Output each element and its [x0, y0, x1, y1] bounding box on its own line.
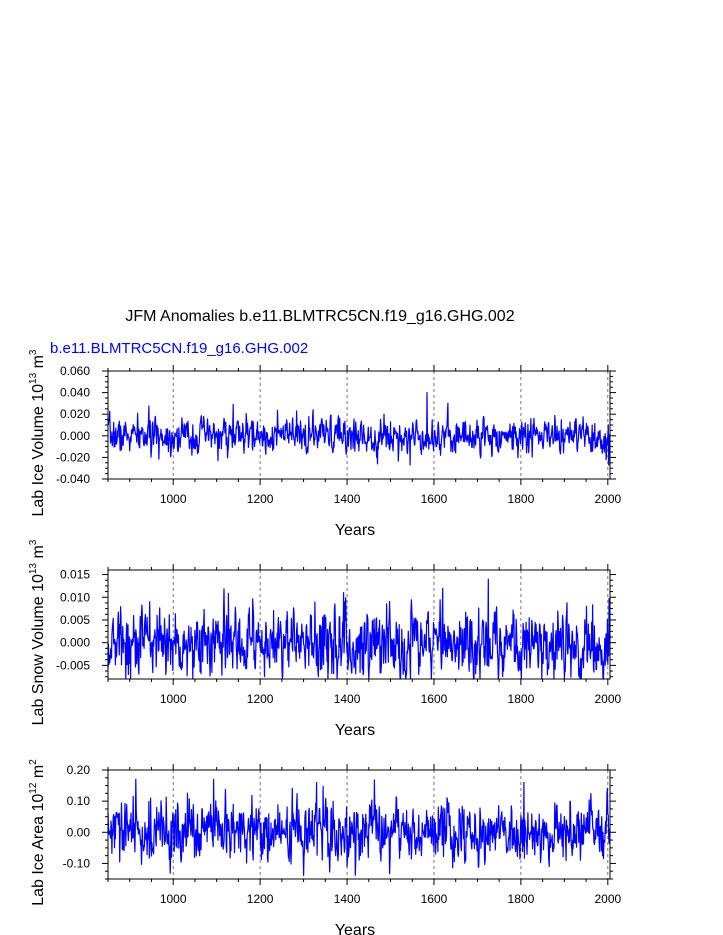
- y-tick-label: 0.010: [60, 590, 90, 604]
- y-tick-label: 0.000: [60, 429, 90, 443]
- y-tick-label: -0.020: [56, 450, 90, 464]
- x-tick-label: 1800: [508, 892, 535, 906]
- x-tick-label: 1400: [334, 492, 361, 506]
- x-tick-label: 1000: [160, 692, 187, 706]
- x-tick-label: 1200: [247, 892, 274, 906]
- x-axis-label: Years: [335, 522, 375, 539]
- y-tick-label: 0.000: [60, 636, 90, 650]
- y-tick-label: 0.005: [60, 613, 90, 627]
- y-axis-label: Lab Snow Volume 1013 m3: [28, 539, 47, 725]
- y-tick-label: 0.020: [60, 407, 90, 421]
- x-axis-label: Years: [335, 722, 375, 739]
- y-axis-label: Lab Ice Area 1012 m2: [28, 759, 47, 906]
- y-tick-label: 0.040: [60, 386, 90, 400]
- x-tick-label: 1400: [334, 892, 361, 906]
- x-axis-label: Years: [335, 922, 375, 935]
- x-tick-label: 1600: [421, 892, 448, 906]
- y-tick-label: 0.015: [60, 568, 90, 582]
- series-line: [107, 778, 611, 877]
- y-tick-label: 0.00: [67, 825, 91, 839]
- x-tick-label: 1600: [421, 492, 448, 506]
- figure-title: JFM Anomalies b.e11.BLMTRC5CN.f19_g16.GH…: [125, 308, 514, 325]
- y-tick-label: 0.10: [67, 794, 91, 808]
- y-tick-label: -0.005: [56, 658, 90, 672]
- x-tick-label: 2000: [594, 692, 621, 706]
- x-tick-label: 1200: [247, 492, 274, 506]
- x-tick-label: 1200: [247, 692, 274, 706]
- chart-panel-2: 1000 1200 1400 1600 1800 2000 -0.005 0.000 0.005…: [28, 539, 621, 739]
- series-line: [107, 392, 611, 466]
- x-tick-label: 1000: [160, 492, 187, 506]
- x-tick-label: 1800: [508, 692, 535, 706]
- y-tick-label: 0.060: [60, 364, 90, 378]
- x-tick-label: 1000: [160, 892, 187, 906]
- y-axis-label: Lab Ice Volume 1013 m3: [28, 349, 47, 516]
- x-tick-label: 1800: [508, 492, 535, 506]
- chart-panel-1: b.e11.BLMTRC5CN.f19_g16.GHG.002 1000 1200 1…: [28, 340, 621, 539]
- y-tick-label: -0.10: [63, 856, 91, 870]
- x-tick-label: 1400: [334, 692, 361, 706]
- x-tick-label: 1600: [421, 692, 448, 706]
- y-tick-label: -0.040: [56, 472, 90, 486]
- chart-subtitle: b.e11.BLMTRC5CN.f19_g16.GHG.002: [50, 340, 308, 357]
- y-tick-label: 0.20: [67, 763, 91, 777]
- x-tick-label: 2000: [594, 492, 621, 506]
- plot-frame: [107, 569, 611, 680]
- chart-panel-3: 1000 1200 1400 1600 1800 2000 -0.10 0.00 0.10 0.2…: [28, 759, 621, 935]
- x-tick-label: 2000: [594, 892, 621, 906]
- series-line: [107, 578, 611, 680]
